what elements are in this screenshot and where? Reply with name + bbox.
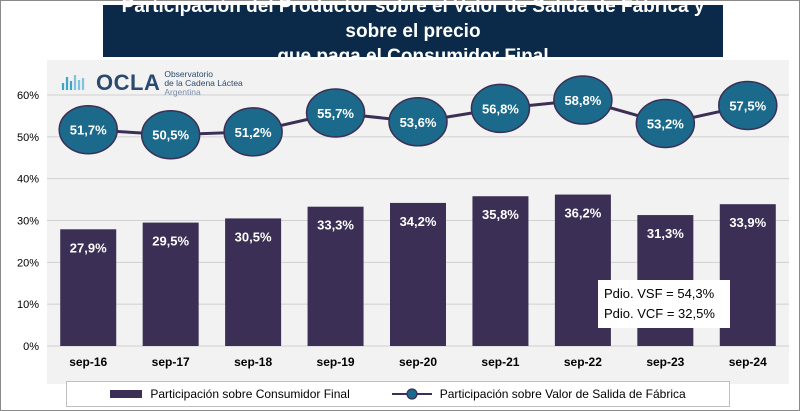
note-vcf: Pdio. VCF = 32,5% (604, 306, 715, 321)
logo-line3: Argentina (164, 86, 201, 97)
line-value-label: 51,7% (70, 123, 107, 138)
line-point (140, 109, 201, 160)
y-tick-label: 20% (17, 257, 39, 269)
line-value-label: 53,6% (400, 115, 437, 130)
line-point (635, 98, 696, 149)
logo-wordmark: OCLA (96, 70, 161, 95)
line-point (553, 75, 613, 125)
line-value-label: 57,5% (729, 98, 766, 113)
x-tick-label: sep-20 (399, 355, 437, 369)
line-point (223, 107, 283, 157)
line-value-label: 56,8% (482, 101, 519, 116)
legend: Participación sobre Consumidor Final Par… (66, 381, 730, 407)
line-value-label: 53,2% (647, 116, 684, 131)
bar (472, 196, 529, 346)
bar-value-label: 34,2% (400, 214, 437, 229)
line-value-label: 55,7% (317, 106, 354, 121)
logo-subtitle: Observatorio de la Cadena Láctea Argenti… (164, 68, 243, 97)
bar-value-label: 31,3% (647, 226, 684, 241)
line-point (718, 80, 778, 131)
legend-line-label: Participación sobre Valor de Salida de F… (439, 387, 686, 401)
legend-bar-swatch (110, 390, 143, 398)
bar-value-label: 33,3% (317, 218, 354, 233)
bar-value-label: 29,5% (152, 234, 189, 249)
chart-title: Participación del Productor sobre el Val… (103, 0, 723, 67)
x-tick-label: sep-22 (564, 355, 602, 369)
bar-value-label: 30,5% (235, 229, 272, 244)
x-tick-label: sep-16 (69, 355, 107, 369)
line-point (305, 88, 366, 138)
legend-item-bars: Participación sobre Consumidor Final (110, 387, 350, 401)
y-tick-label: 30% (17, 216, 39, 228)
logo-line1: Observatorio (164, 68, 213, 79)
line-point (388, 97, 448, 147)
y-tick-label: 0% (23, 341, 39, 353)
y-tick-label: 40% (17, 174, 39, 186)
average-note: Pdio. VSF = 54,3% Pdio. VCF = 32,5% (598, 280, 730, 328)
x-tick-label: sep-17 (152, 355, 190, 369)
line-point (470, 83, 531, 134)
ocla-logo-icon (61, 75, 85, 90)
x-tick-label: sep-23 (646, 355, 684, 369)
note-vsf: Pdio. VSF = 54,3% (604, 286, 715, 301)
line-value-label: 51,2% (235, 125, 272, 140)
logo-line2: de la Cadena Láctea (164, 77, 243, 88)
bar (307, 206, 364, 346)
line-point (58, 104, 118, 155)
x-tick-label: sep-18 (234, 355, 272, 369)
bar (390, 202, 446, 346)
x-tick-label: sep-19 (317, 355, 355, 369)
x-tick-label: sep-21 (481, 355, 519, 369)
legend-line-swatch (391, 388, 432, 400)
bar-value-label: 33,9% (729, 215, 766, 230)
bar (60, 229, 117, 346)
ocla-logo: OCLA Observatorio de la Cadena Láctea Ar… (60, 68, 243, 98)
line-value-label: 58,8% (564, 93, 601, 108)
bar (142, 222, 199, 346)
line-value-label: 50,5% (152, 128, 189, 143)
chart-title-line1: Participación del Productor sobre el Val… (121, 0, 705, 42)
bar (225, 218, 282, 346)
x-tick-label: sep-24 (729, 355, 767, 369)
bar-value-label: 27,9% (70, 240, 107, 255)
legend-bar-label: Participación sobre Consumidor Final (150, 387, 350, 401)
bar-value-label: 35,8% (482, 207, 519, 222)
y-tick-label: 10% (17, 299, 39, 311)
y-tick-label: 50% (17, 132, 39, 144)
legend-item-line: Participación sobre Valor de Salida de F… (391, 387, 686, 401)
bar-value-label: 36,2% (564, 206, 601, 221)
y-tick-label: 60% (17, 90, 39, 102)
